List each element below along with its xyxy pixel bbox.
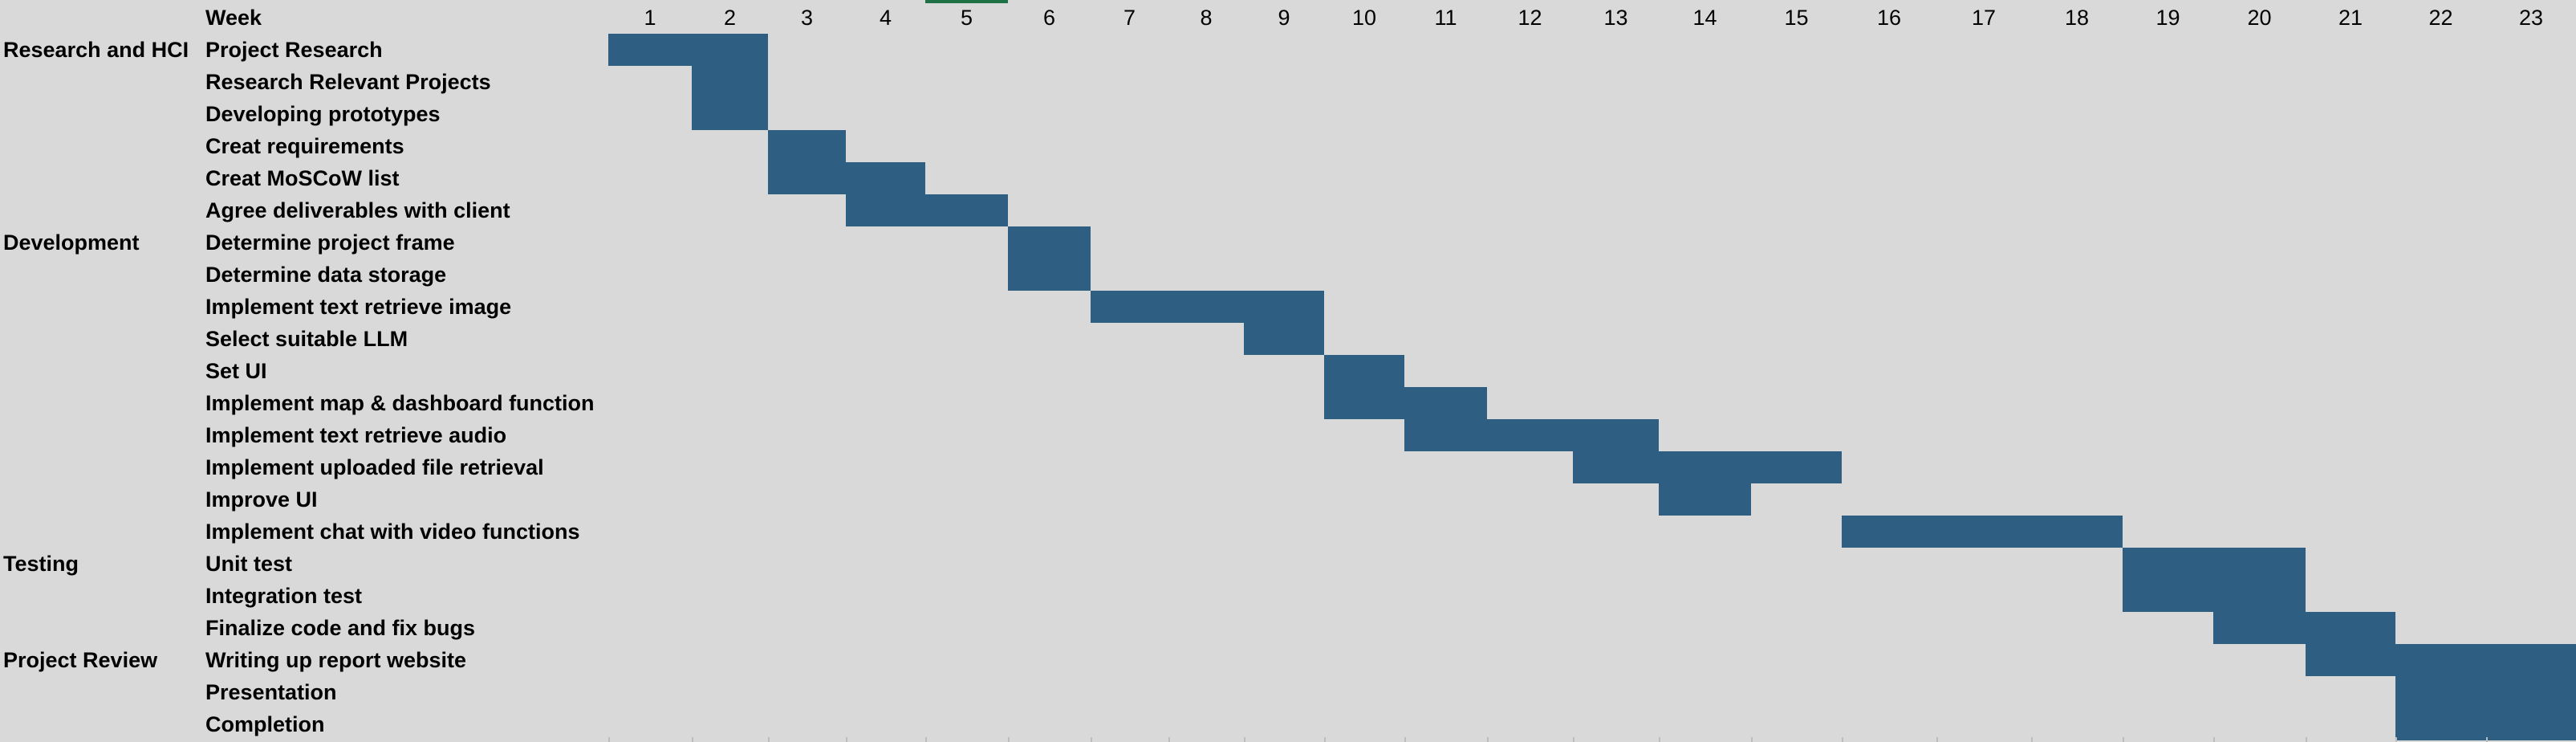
task-label: Developing prototypes [205, 102, 441, 126]
week-tick-label: 20 [2247, 6, 2272, 30]
grid-tick [1751, 737, 1753, 742]
task-bar [1324, 355, 1404, 387]
grid-tick [1168, 737, 1170, 742]
task-bar [1324, 387, 1487, 419]
task-label: Determine data storage [205, 263, 447, 287]
grid-tick [1008, 737, 1010, 742]
task-label: Determine project frame [205, 230, 455, 255]
task-label: Implement map & dashboard function [205, 391, 595, 415]
grid-tick [768, 737, 770, 742]
week-tick-label: 13 [1603, 6, 1628, 30]
grid-tick [1244, 737, 1245, 742]
task-label: Improve UI [205, 487, 318, 512]
week-tick-label: 10 [1351, 6, 1377, 30]
phase-label: Testing [3, 552, 79, 576]
week-tick-label: 3 [800, 6, 814, 30]
grid-tick [1842, 737, 1843, 742]
task-label: Writing up report website [205, 648, 467, 672]
week-tick-label: 16 [1876, 6, 1902, 30]
week-tick-label: 12 [1518, 6, 1542, 30]
task-bar [2395, 676, 2576, 708]
task-label: Implement uploaded file retrieval [205, 455, 544, 479]
task-bar [2123, 580, 2306, 612]
grid-tick [2486, 737, 2488, 742]
task-label: Implement text retrieve audio [205, 423, 507, 447]
grid-tick [1936, 737, 1938, 742]
week-tick-label: 14 [1692, 6, 1717, 30]
week-header-label: Week [205, 6, 262, 30]
grid-tick [2213, 737, 2215, 742]
task-bar [692, 66, 768, 98]
task-label: Agree deliverables with client [205, 198, 510, 222]
task-bar [1842, 516, 2123, 548]
week-tick-label: 19 [2155, 6, 2180, 30]
task-bar [846, 194, 1008, 226]
grid-tick [2123, 737, 2124, 742]
task-label: Unit test [205, 552, 292, 576]
phase-label: Development [3, 230, 140, 255]
grid-tick [925, 737, 927, 742]
task-bar [1659, 483, 1751, 516]
week-tick-label: 1 [644, 6, 656, 30]
task-bar [2123, 548, 2306, 580]
week-tick-label: 11 [1434, 6, 1457, 30]
task-label: Implement chat with video functions [205, 520, 580, 544]
task-bar [768, 162, 925, 194]
task-bar [2395, 708, 2576, 740]
task-bar [692, 98, 768, 130]
task-bar [1008, 259, 1091, 291]
task-label: Creat requirements [205, 134, 404, 158]
grid-tick [2031, 737, 2033, 742]
task-bar [2213, 612, 2395, 644]
grid-tick [1324, 737, 1326, 742]
grid-tick [846, 737, 847, 742]
task-bar [1008, 226, 1091, 259]
task-label: Research Relevant Projects [205, 70, 491, 94]
week-tick-label: 23 [2518, 6, 2544, 30]
grid-tick [1091, 737, 1092, 742]
week-tick-label: 4 [879, 6, 892, 30]
task-label: Integration test [205, 584, 363, 608]
task-label: Creat MoSCoW list [205, 166, 400, 190]
week-tick-label: 21 [2338, 6, 2363, 30]
task-label: Finalize code and fix bugs [205, 616, 476, 640]
phase-label: Research and HCI [3, 38, 189, 62]
week-tick-label: 18 [2064, 6, 2090, 30]
task-label: Implement text retrieve image [205, 295, 512, 319]
grid-tick [692, 737, 693, 742]
week-tick-label: 5 [960, 6, 973, 30]
task-bar [1091, 291, 1324, 323]
week-tick-label: 8 [1200, 6, 1213, 30]
phase-label: Project Review [3, 648, 158, 672]
week-tick-label: 17 [1971, 6, 1997, 30]
task-bar [1244, 323, 1324, 355]
task-label: Project Research [205, 38, 383, 62]
task-bar [768, 130, 846, 162]
week-tick-label: 22 [2428, 6, 2453, 30]
grid-tick [1659, 737, 1660, 742]
task-bar [1573, 451, 1842, 483]
task-label: Presentation [205, 680, 337, 704]
grid-tick [1487, 737, 1489, 742]
grid-tick [2306, 737, 2307, 742]
grid-tick [1404, 737, 1406, 742]
grid-tick [1573, 737, 1574, 742]
task-bar [2306, 644, 2576, 676]
task-label: Set UI [205, 359, 267, 383]
task-label: Select suitable LLM [205, 327, 408, 351]
week-tick-label: 9 [1278, 6, 1290, 30]
week-tick-label: 15 [1784, 6, 1809, 30]
week-tick-label: 2 [723, 6, 737, 30]
task-bar [608, 34, 768, 66]
week-tick-label: 6 [1042, 6, 1056, 30]
week-tick-label: 7 [1123, 6, 1136, 30]
task-bar [1404, 419, 1659, 451]
grid-tick [2395, 737, 2397, 742]
task-label: Completion [205, 712, 325, 736]
grid-tick [608, 737, 610, 742]
selected-cell-indicator [925, 0, 1008, 3]
